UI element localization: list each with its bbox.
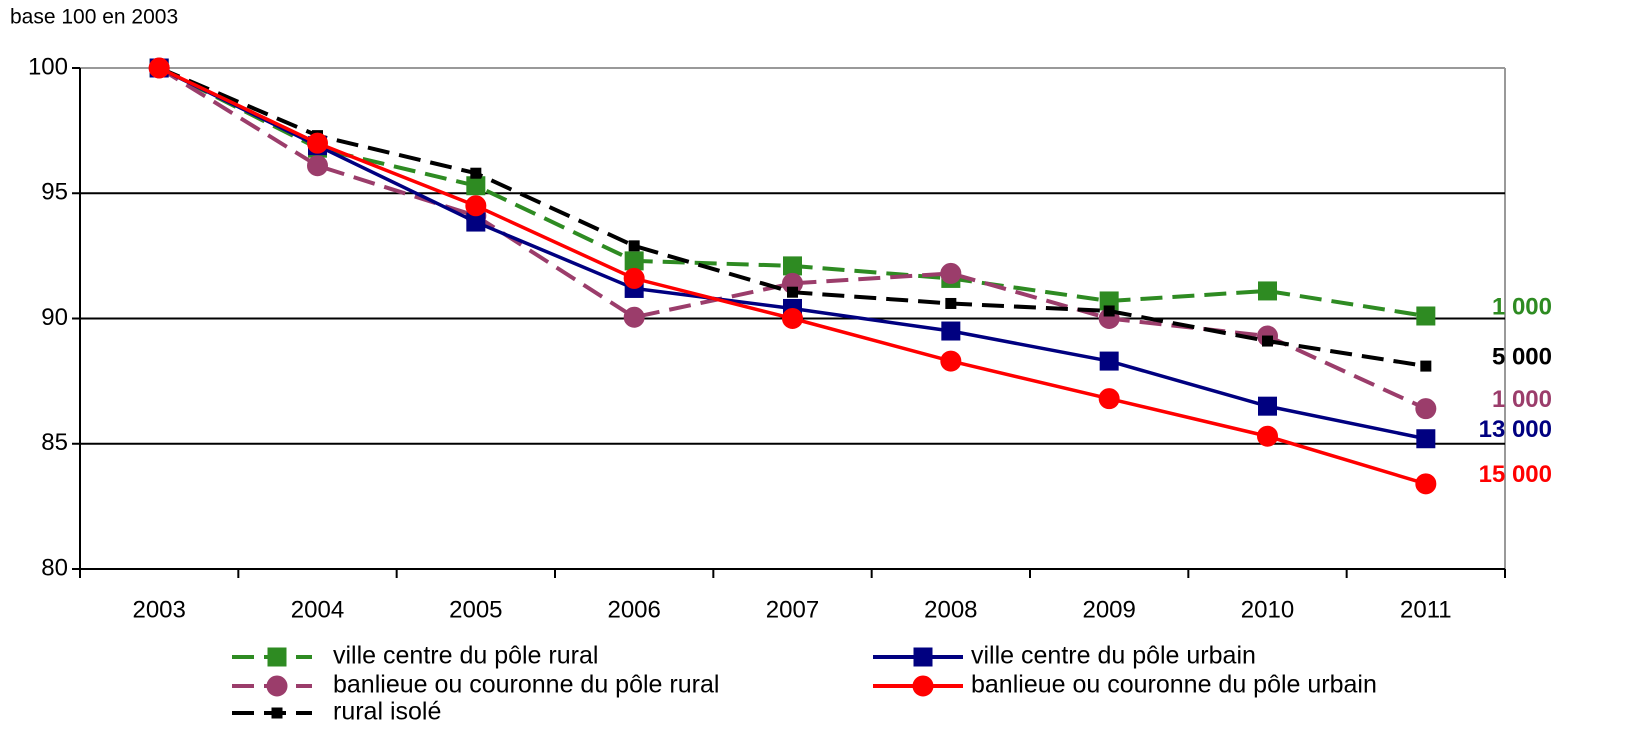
- point: [307, 132, 328, 154]
- x-tick-label: 2004: [291, 596, 344, 623]
- point: [623, 267, 645, 289]
- point: [1416, 429, 1436, 449]
- series-line: [158, 66, 1427, 441]
- point: [623, 306, 645, 328]
- legend-label: banlieue ou couronne du pôle urbain: [971, 671, 1377, 699]
- end-label: 5 000: [1492, 343, 1552, 370]
- legend-label: ville centre du pôle urbain: [971, 642, 1256, 670]
- legend-marker: [912, 675, 934, 697]
- end-label: 15 000: [1479, 461, 1552, 488]
- legend-marker: [913, 647, 933, 667]
- point: [1098, 388, 1120, 410]
- point: [307, 155, 328, 177]
- point: [624, 251, 644, 271]
- legend-marker: [271, 707, 283, 719]
- point: [1415, 398, 1437, 420]
- point: [1258, 396, 1277, 416]
- x-tick-label: 2008: [924, 596, 977, 623]
- legend-label: ville centre du pôle rural: [333, 642, 598, 670]
- point: [941, 321, 961, 341]
- point: [466, 176, 486, 196]
- point: [1099, 351, 1119, 371]
- point: [1258, 281, 1277, 301]
- point: [940, 350, 962, 372]
- x-tick-label: 2003: [132, 596, 185, 623]
- point: [628, 240, 640, 252]
- point: [783, 256, 802, 276]
- legend-label: banlieue ou couronne du pôle rural: [333, 671, 719, 699]
- legend-marker: [267, 647, 287, 667]
- point: [1420, 360, 1432, 372]
- x-tick-label: 2007: [766, 596, 819, 623]
- x-tick-label: 2010: [1241, 596, 1294, 623]
- point: [940, 262, 962, 284]
- point: [1103, 305, 1115, 317]
- y-tick-label: 100: [28, 53, 68, 80]
- point: [787, 286, 798, 298]
- point: [945, 297, 957, 309]
- y-tick-label: 95: [41, 179, 68, 206]
- point: [1416, 306, 1436, 326]
- x-tick-label: 2005: [449, 596, 502, 623]
- point: [465, 195, 487, 217]
- legend-marker: [266, 675, 288, 697]
- x-tick-label: 2006: [607, 596, 660, 623]
- point: [1257, 425, 1278, 447]
- x-tick-label: 2011: [1400, 596, 1452, 623]
- y-axis-label: base 100 en 2003: [10, 6, 178, 29]
- end-label: 1 000: [1492, 293, 1552, 320]
- y-tick-label: 90: [41, 304, 68, 331]
- y-tick-label: 85: [41, 429, 68, 456]
- point: [1262, 335, 1273, 347]
- point: [470, 167, 482, 179]
- end-label: 1 000: [1492, 386, 1552, 413]
- series-line: [158, 66, 1427, 411]
- point: [782, 308, 803, 329]
- point: [1415, 473, 1437, 495]
- legend-label: rural isolé: [333, 698, 441, 726]
- y-tick-label: 80: [41, 554, 68, 581]
- point: [148, 57, 170, 79]
- end-label: 13 000: [1479, 416, 1552, 443]
- x-tick-label: 2009: [1082, 596, 1135, 623]
